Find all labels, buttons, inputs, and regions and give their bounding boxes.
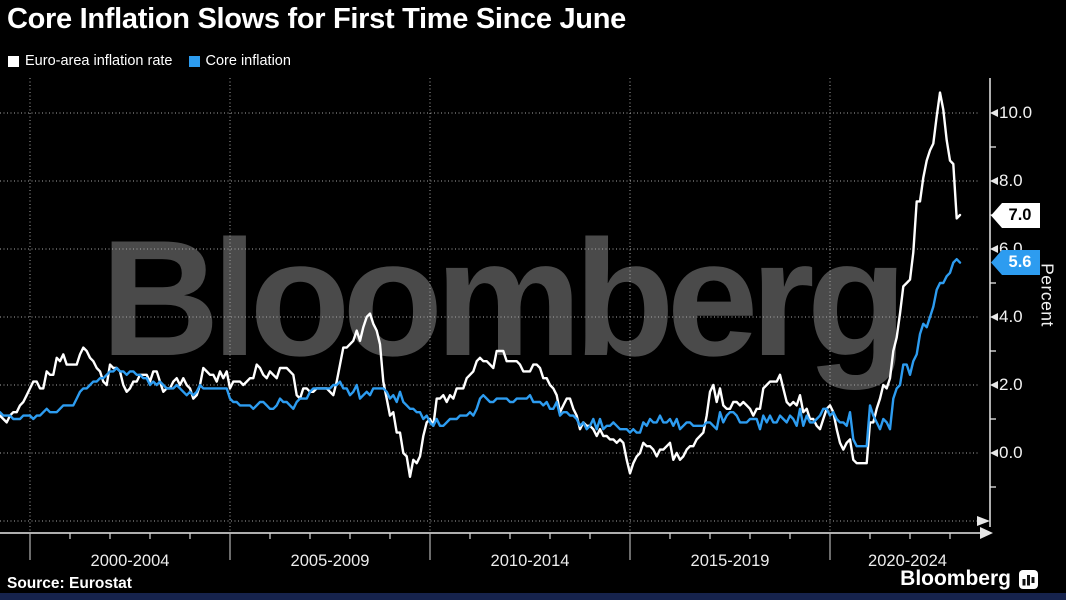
legend-item-core: Core inflation	[188, 53, 291, 69]
y-axis-label: 4.0	[999, 307, 1023, 326]
y-axis-tick	[990, 313, 998, 321]
bloomberg-watermark: Bloomberg	[101, 206, 900, 390]
source-note: Source: Eurostat	[7, 575, 132, 592]
legend-label-headline: Euro-area inflation rate	[25, 53, 173, 69]
x-axis-arrow-icon	[980, 527, 993, 539]
x-axis-label: 2005-2009	[290, 552, 370, 570]
bloomberg-chart-icon	[1019, 569, 1038, 589]
core-value-badge: 5.6	[991, 250, 1040, 275]
x-axis-label: 2000-2004	[90, 552, 170, 570]
legend-item-headline: Euro-area inflation rate	[8, 53, 173, 69]
bloomberg-logo: Bloomberg	[900, 567, 1038, 591]
headline-series-line	[0, 91, 962, 478]
x-axis-label: 2010-2014	[490, 552, 570, 570]
y-axis-label: 10.0	[999, 103, 1033, 122]
page-title: Core Inflation Slows for First Time Sinc…	[7, 3, 626, 35]
bottom-accent-strip	[0, 593, 1066, 600]
y-axis-tick	[990, 245, 998, 253]
headline-series-swatch-icon	[8, 55, 19, 67]
core-series-swatch-icon	[188, 55, 200, 67]
bloomberg-logotype: Bloomberg	[900, 567, 1011, 590]
legend: Euro-area inflation rate Core inflation	[8, 53, 291, 69]
y-axis-tick	[990, 381, 998, 389]
x-axis-label: 2015-2019	[690, 552, 770, 570]
y-axis-label: 0.0	[999, 443, 1023, 462]
x-axis-label: 2020-2024	[868, 552, 947, 570]
core-series-line	[0, 258, 962, 448]
y-axis-label: 8.0	[999, 171, 1023, 190]
y-axis-title: Percent	[1037, 263, 1058, 327]
y-axis-tick	[990, 177, 998, 185]
baseline-arrow-icon	[977, 516, 990, 526]
legend-label-core: Core inflation	[205, 53, 291, 69]
headline-value-badge: 7.0	[991, 203, 1040, 228]
y-axis-tick	[990, 449, 998, 457]
y-axis-tick	[990, 109, 998, 117]
y-axis-label: 2.0	[999, 375, 1023, 394]
